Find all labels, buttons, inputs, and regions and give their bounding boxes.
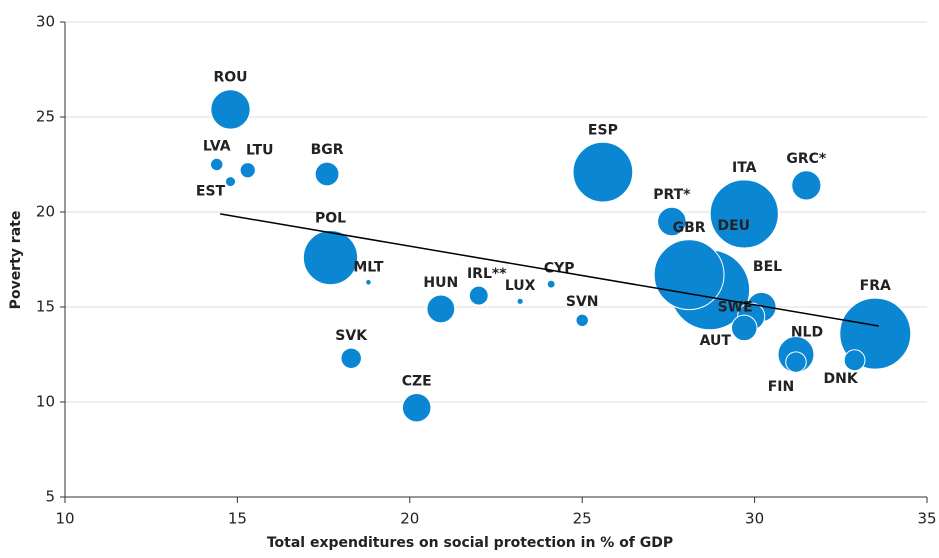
point-label: BEL [753, 259, 782, 275]
bubble [302, 229, 359, 286]
point-label: AUT [700, 333, 732, 349]
point-label: ROU [213, 70, 247, 86]
x-tick-label: 25 [573, 510, 592, 528]
point-label: MLT [353, 260, 384, 276]
bubble [426, 294, 456, 324]
y-tick-label: 25 [36, 108, 55, 126]
point-label: ITA [732, 160, 757, 176]
point-label: HUN [423, 275, 458, 291]
bubble [365, 279, 372, 286]
x-tick-label: 35 [917, 510, 936, 528]
bubble [340, 347, 362, 370]
bubble [785, 351, 807, 373]
bubble [575, 313, 589, 328]
x-tick-label: 20 [400, 510, 419, 528]
bubble [468, 285, 489, 306]
bubble [516, 297, 524, 305]
point-label: BGR [311, 142, 344, 158]
point-label: IRL** [467, 266, 507, 282]
point-label: SVK [335, 328, 368, 344]
point-label: DEU [717, 218, 750, 234]
trend-line [220, 213, 879, 327]
point-label: NLD [791, 325, 823, 341]
bubble [843, 349, 866, 372]
bubble [546, 279, 556, 289]
bubble [210, 89, 251, 130]
x-tick-label: 30 [745, 510, 764, 528]
x-axis-label: Total expenditures on social protection … [267, 535, 673, 551]
bubble [653, 239, 725, 311]
bubble [791, 170, 822, 201]
point-label: GBR [673, 220, 706, 236]
y-tick-label: 5 [45, 488, 55, 506]
bubbles [209, 89, 912, 423]
point-label: PRT* [653, 187, 691, 203]
point-label: GRC* [786, 151, 827, 167]
bubble [709, 179, 779, 249]
y-tick-label: 20 [36, 203, 55, 221]
point-label: CZE [402, 373, 432, 389]
point-label: LTU [246, 143, 274, 159]
point-label: POL [315, 210, 346, 226]
point-label: DNK [823, 371, 858, 387]
point-label: EST [196, 184, 226, 200]
x-tick-label: 10 [55, 510, 74, 528]
point-label: SVN [566, 294, 599, 310]
y-tick-label: 15 [36, 298, 55, 316]
y-tick-label: 10 [36, 393, 55, 411]
x-tick-label: 15 [228, 510, 247, 528]
bubble [314, 161, 340, 187]
y-tick-label: 30 [36, 13, 55, 31]
bubble [401, 392, 432, 423]
point-label: FRA [860, 278, 891, 294]
bubble [239, 162, 256, 179]
bubble [572, 141, 634, 203]
point-label: FIN [768, 379, 795, 395]
point-label: LUX [505, 278, 536, 294]
point-label: LVA [203, 138, 231, 154]
bubble [209, 157, 224, 172]
bubble [657, 206, 687, 237]
bubble [224, 176, 237, 188]
point-label: ESP [588, 122, 618, 138]
bubble [731, 314, 758, 342]
y-axis-label: Poverty rate [8, 211, 24, 310]
